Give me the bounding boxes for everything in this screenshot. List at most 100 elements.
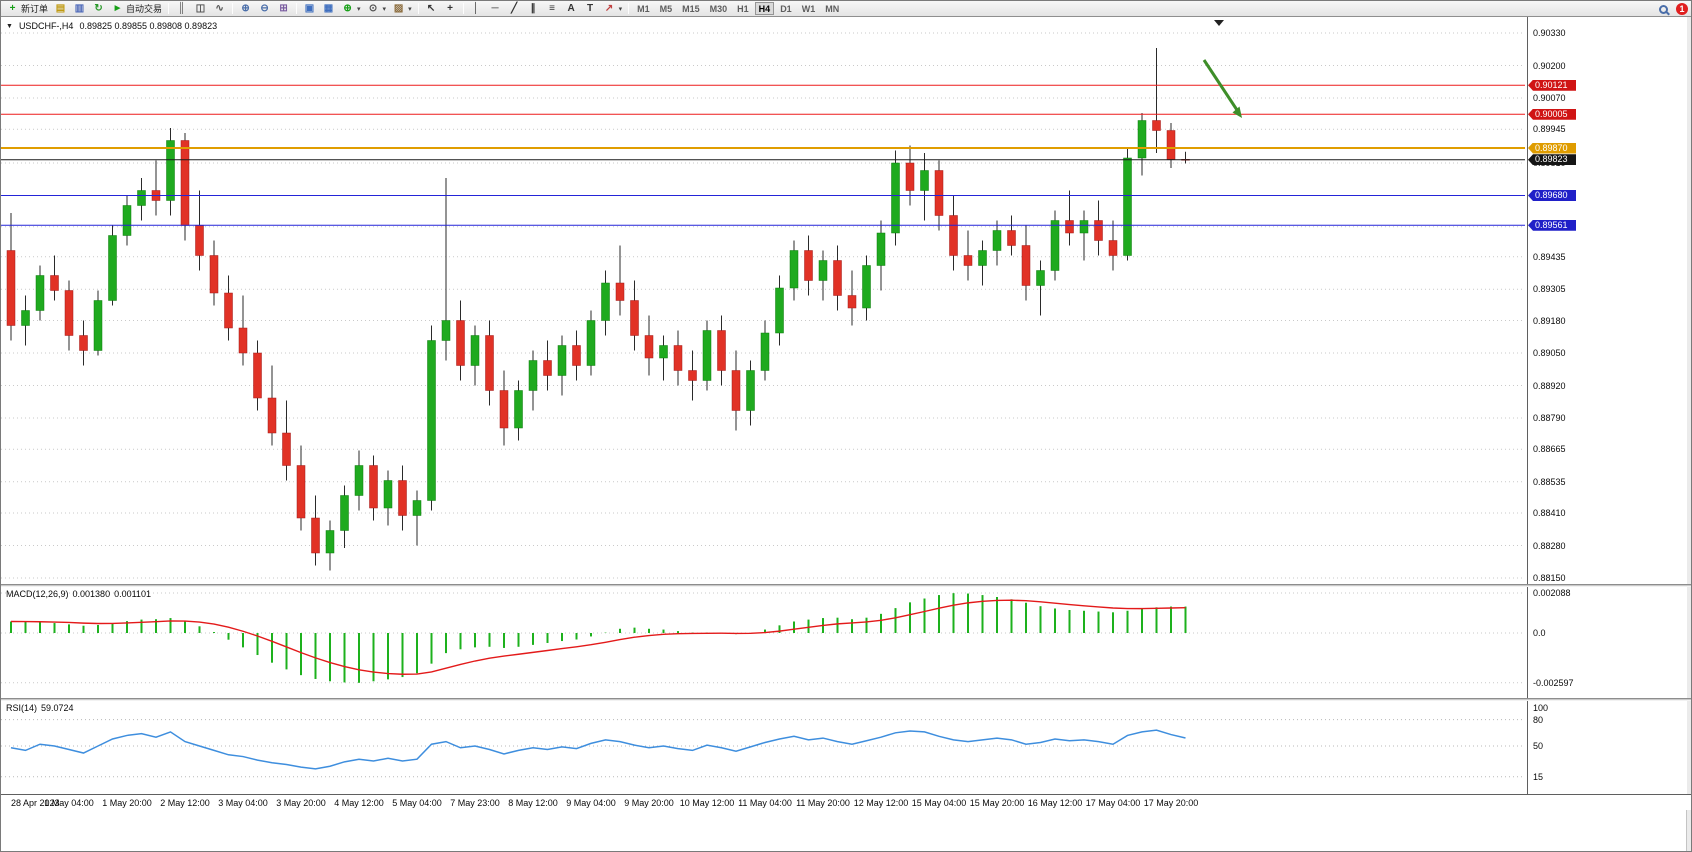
time-label: 7 May 23:00 — [450, 798, 500, 808]
macd-scale-tick: -0.002597 — [1533, 677, 1574, 688]
zoom-out-icon[interactable]: ⊖ — [255, 2, 274, 16]
templates-button[interactable]: ▨ ▾ — [389, 2, 415, 16]
indicators-button[interactable]: ⊕ ▾ — [338, 2, 364, 16]
price-badge-0.89680: 0.89680 — [1528, 190, 1576, 201]
arrows-button[interactable]: ↗ ▾ — [600, 2, 626, 16]
time-label: 28 Apr 2023 — [11, 798, 60, 808]
notification-badge[interactable]: 1 — [1676, 3, 1688, 15]
time-label: 11 May 04:00 — [738, 798, 792, 808]
auto-arrange-icon[interactable]: ▣ — [300, 2, 319, 16]
toolbar-separator — [628, 3, 630, 14]
timeframe-m30-button[interactable]: M30 — [709, 4, 728, 14]
toolbar-separator — [168, 3, 170, 14]
price-badge-0.89561: 0.89561 — [1528, 219, 1576, 231]
timeframe-w1-button[interactable]: W1 — [801, 4, 816, 14]
chart-shift-marker[interactable] — [1214, 20, 1224, 26]
timeframe-mn-button[interactable]: MN — [825, 4, 840, 14]
price-scale[interactable]: 0.903300.902000.900700.899450.898100.896… — [1527, 17, 1687, 794]
chart-shift-icon[interactable]: ▦ — [319, 2, 338, 16]
timeframe-m5-button[interactable]: M5 — [659, 4, 673, 14]
periods-icon: ⊙ — [368, 3, 378, 14]
new-order-icon: + — [9, 3, 16, 14]
macd-name: MACD(12,26,9) — [6, 589, 69, 599]
macd-chart[interactable] — [1, 587, 1527, 698]
cursor-icon: ↖ — [426, 3, 436, 14]
rsi-panel[interactable]: RSI(14) 59.0724 — [1, 701, 1527, 794]
new-order-button[interactable]: + 新订单 — [3, 2, 51, 16]
search-icon[interactable] — [1659, 4, 1668, 14]
price-badge-0.89870: 0.89870 — [1528, 142, 1576, 154]
macd-main-value: 0.001380 — [72, 589, 111, 599]
candlestick-chart[interactable] — [1, 17, 1527, 584]
rsi-scale-tick: 15 — [1533, 771, 1544, 782]
bar-chart-icon: ║ — [177, 3, 186, 14]
price-badge-0.90005: 0.90005 — [1528, 108, 1576, 120]
time-axis[interactable]: 28 Apr 2023 1 May 04:00 1 May 20:00 2 May 1… — [1, 794, 1691, 810]
time-label: 1 May 04:00 — [44, 798, 94, 808]
time-label: 3 May 20:00 — [276, 798, 326, 808]
macd-scale-tick: 0.002088 — [1533, 588, 1571, 598]
auto-trading-button[interactable]: ► 自动交易 — [108, 2, 165, 16]
rsi-line — [10, 729, 1186, 770]
text-icon[interactable]: A — [562, 2, 581, 16]
dropdown-caret-icon: ▾ — [357, 5, 361, 13]
timeframe-h4-button[interactable]: H4 — [754, 2, 775, 15]
timeframe-m15-button[interactable]: M15 — [682, 4, 700, 14]
price-tick: 0.88280 — [1533, 540, 1566, 551]
dropdown-caret-icon: ▾ — [408, 5, 412, 13]
time-label: 3 May 04:00 — [218, 798, 268, 808]
toolbar-separator — [232, 3, 234, 14]
macd-label: MACD(12,26,9) 0.001380 0.001101 — [6, 589, 155, 599]
panel-splitter-rsi[interactable] — [1, 698, 1691, 701]
timeframe-m1-button[interactable]: M1 — [637, 4, 650, 14]
line-chart-icon: ∿ — [215, 3, 224, 14]
horizontal-line-icon[interactable]: ─ — [486, 2, 505, 16]
periods-button[interactable]: ⊙ ▾ — [364, 2, 390, 16]
price-chart-panel[interactable]: ▼ USDCHF-,H4 0.89825 0.89855 0.89808 0.8… — [1, 17, 1527, 584]
annotation-arrow[interactable] — [1202, 59, 1242, 118]
line-chart-icon[interactable]: ∿ — [210, 2, 229, 16]
tile-windows-icon[interactable]: ⊞ — [274, 2, 293, 16]
candles-layer — [6, 48, 1190, 571]
refresh-charts-icon[interactable]: ↻ — [89, 2, 108, 16]
rsi-name: RSI(14) — [6, 703, 38, 713]
chart-collapse-icon[interactable]: ▼ — [6, 22, 13, 30]
time-label: 10 May 12:00 — [679, 798, 735, 808]
time-label: 12 May 12:00 — [853, 798, 909, 808]
zoom-in-icon[interactable]: ⊕ — [236, 2, 255, 16]
timeframe-d1-button[interactable]: D1 — [780, 4, 792, 14]
zoom-in-icon: ⊕ — [241, 3, 250, 14]
price-badge-0.89823: 0.89823 — [1528, 154, 1576, 166]
toolbar-separator — [462, 3, 464, 14]
price-badge-0.90121: 0.90121 — [1528, 79, 1576, 91]
rsi-scale-tick: 100 — [1533, 703, 1549, 713]
bar-chart-icon[interactable]: ║ — [172, 2, 191, 16]
templates-icon: ▨ — [393, 3, 404, 14]
market-watch-icon[interactable]: ▤ — [51, 2, 70, 16]
chart-title: ▼ USDCHF-,H4 0.89825 0.89855 0.89808 0.8… — [6, 21, 217, 31]
trendline-icon: ╱ — [511, 3, 518, 14]
candlestick-icon[interactable]: ◫ — [191, 2, 210, 16]
vertical-line-icon[interactable]: │ — [467, 2, 486, 16]
cursor-icon[interactable]: ↖ — [422, 2, 441, 16]
crosshair-icon[interactable]: + — [441, 2, 460, 16]
channel-icon: ∥ — [530, 3, 536, 14]
channel-icon[interactable]: ∥ — [524, 2, 543, 16]
fibonacci-icon[interactable]: ≡ — [543, 2, 562, 16]
macd-histogram — [10, 593, 1187, 683]
chart-ohlc-values: 0.89825 0.89855 0.89808 0.89823 — [79, 21, 218, 31]
panel-splitter-macd[interactable] — [1, 584, 1691, 587]
dropdown-caret-icon: ▾ — [382, 5, 387, 13]
new-order-button-label: 新订单 — [21, 4, 49, 14]
text-label-icon: T — [587, 3, 594, 14]
rsi-value: 59.0724 — [41, 703, 74, 713]
macd-panel[interactable]: MACD(12,26,9) 0.001380 0.001101 — [1, 587, 1527, 698]
timeframe-h1-button[interactable]: H1 — [737, 4, 749, 14]
trendline-icon[interactable]: ╱ — [505, 2, 524, 16]
text-label-icon[interactable]: T — [581, 2, 600, 16]
dropdown-caret-icon: ▾ — [618, 5, 623, 13]
macd-scale-tick: 0.0 — [1533, 628, 1546, 638]
time-label: 16 May 12:00 — [1027, 798, 1083, 808]
navigator-icon[interactable]: ▥ — [70, 2, 89, 16]
rsi-chart[interactable] — [1, 701, 1527, 794]
